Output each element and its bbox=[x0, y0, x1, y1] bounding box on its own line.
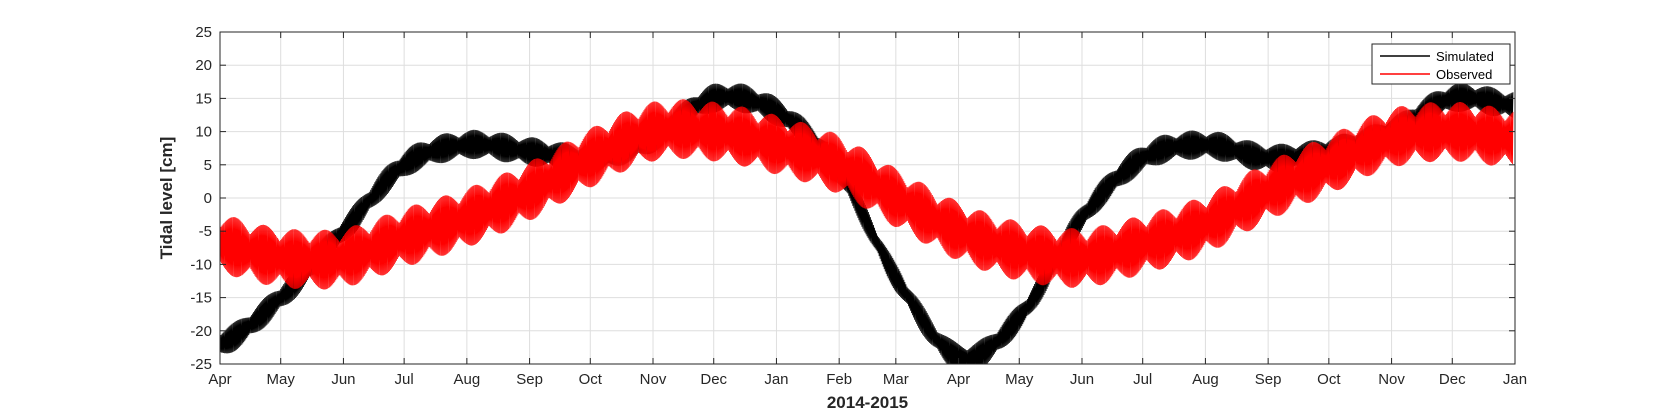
y-tick-label: -5 bbox=[199, 223, 212, 240]
x-tick-label: Jan bbox=[1503, 371, 1527, 388]
x-tick-label: Sep bbox=[516, 371, 543, 388]
y-tick-label: 0 bbox=[204, 190, 212, 207]
x-tick-label: Nov bbox=[640, 371, 667, 388]
y-axis-label: Tidal level [cm] bbox=[157, 137, 176, 260]
x-tick-label: Jun bbox=[1070, 371, 1094, 388]
x-tick-label: Dec bbox=[1439, 371, 1466, 388]
legend-label-simulated: Simulated bbox=[1436, 49, 1494, 64]
y-tick-label: 10 bbox=[195, 124, 212, 141]
x-axis-label: 2014-2015 bbox=[827, 393, 908, 412]
x-tick-label: Oct bbox=[579, 371, 603, 388]
y-tick-label: 15 bbox=[195, 90, 212, 107]
legend-box bbox=[1371, 43, 1511, 85]
x-tick-label: Aug bbox=[1192, 371, 1219, 388]
x-tick-label: Apr bbox=[947, 371, 970, 388]
x-tick-label: Jul bbox=[1133, 371, 1152, 388]
x-tick-label: Jan bbox=[764, 371, 788, 388]
x-tick-label: Sep bbox=[1255, 371, 1282, 388]
series-line-observed bbox=[220, 99, 1514, 290]
x-tick-label: Jun bbox=[331, 371, 355, 388]
x-tick-label: Oct bbox=[1317, 371, 1341, 388]
series-layer bbox=[220, 82, 1514, 364]
y-tick-label: 5 bbox=[204, 157, 212, 174]
x-tick-label: May bbox=[1005, 371, 1034, 388]
y-tick-label: -25 bbox=[190, 356, 212, 373]
legend-label-observed: Observed bbox=[1436, 67, 1492, 82]
x-tick-label: Feb bbox=[826, 371, 852, 388]
x-tick-label: Nov bbox=[1378, 371, 1405, 388]
y-tick-label: -10 bbox=[190, 256, 212, 273]
x-axis: Apr May Jun Jul Aug Sep Oct Nov Dec Jan Feb Mar Apr M… bbox=[208, 32, 1527, 388]
y-tick-label: 20 bbox=[195, 57, 212, 74]
y-tick-label: -20 bbox=[190, 323, 212, 340]
x-tick-label: Jul bbox=[395, 371, 414, 388]
x-tick-label: Dec bbox=[700, 371, 727, 388]
x-tick-label: Mar bbox=[883, 371, 909, 388]
y-tick-label: 25 bbox=[195, 24, 212, 41]
x-tick-label: May bbox=[267, 371, 296, 388]
x-tick-label: Aug bbox=[454, 371, 481, 388]
x-tick-label: Apr bbox=[208, 371, 231, 388]
y-tick-label: -15 bbox=[190, 290, 212, 307]
series-line-simulated bbox=[220, 82, 1514, 364]
legend: Simulated Observed bbox=[1371, 43, 1511, 85]
y-axis: 25 20 15 10 5 0 -5 -10 -15 -20 -25 bbox=[190, 24, 1515, 373]
